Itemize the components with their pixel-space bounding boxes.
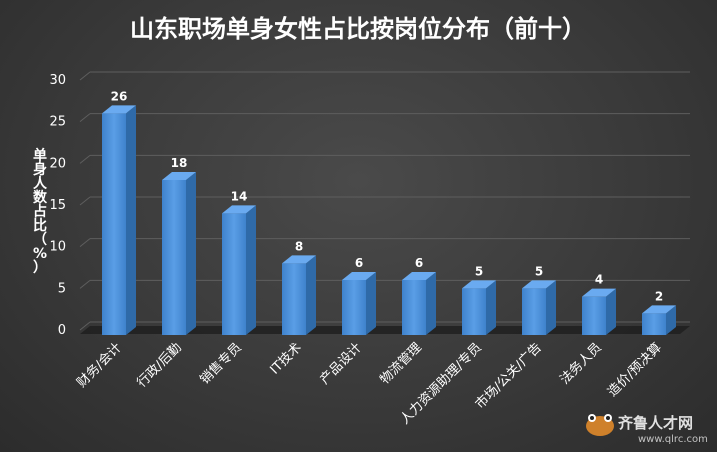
y-axis-label-char: 单: [33, 147, 47, 164]
y-axis-ticks: 0 5 10 15 20 25 30: [49, 73, 66, 338]
bar-side: [306, 255, 316, 335]
bars: [102, 105, 676, 335]
bar-side: [666, 305, 676, 335]
bar-front: [522, 288, 546, 335]
bar: [102, 105, 136, 335]
data-label: 5: [535, 264, 543, 278]
watermark-url: www.qlrc.com: [638, 434, 708, 445]
x-category-label: 行政/后勤: [134, 340, 184, 390]
x-category-label: 销售专员: [197, 340, 245, 388]
bar: [162, 172, 196, 335]
bar: [402, 272, 436, 335]
y-tick-label: 0: [58, 323, 66, 338]
gridline-depth: [79, 113, 91, 123]
bar-front: [282, 263, 306, 335]
x-category-label: 法务人员: [557, 340, 605, 388]
bar-top: [102, 105, 136, 114]
bar-side: [606, 288, 616, 335]
bar-side: [186, 172, 196, 335]
bar-top: [342, 272, 376, 280]
gridline-depth: [79, 196, 91, 206]
bar-front: [342, 280, 366, 335]
gridline-depth: [79, 71, 91, 81]
bar-top: [582, 288, 616, 297]
y-tick-label: 25: [49, 115, 66, 130]
x-category-label: 造价/预决算: [605, 340, 665, 400]
y-axis-label-char: （: [33, 232, 47, 248]
bar-side: [426, 272, 436, 335]
frog-logo-icon: [586, 414, 614, 436]
y-axis-label-char: 身: [33, 161, 47, 178]
y-tick-label: 10: [49, 240, 66, 255]
bar-front: [102, 113, 126, 335]
gridline-depth: [79, 279, 91, 289]
bar-front: [462, 288, 486, 335]
bar-top: [162, 172, 196, 180]
watermark: 齐鲁人才网 www.qlrc.com: [586, 414, 708, 445]
bar-front: [222, 213, 246, 335]
bar-front: [402, 280, 426, 335]
bar-side: [126, 105, 136, 335]
data-label: 8: [295, 239, 303, 253]
x-category-label: 物流管理: [377, 340, 424, 387]
y-tick-label: 5: [58, 281, 66, 296]
bar: [522, 280, 556, 335]
data-label: 2: [655, 289, 663, 303]
data-label: 5: [475, 264, 483, 278]
data-labels: 26 18 14 8 6 6 5 5 4 2: [111, 89, 664, 303]
bar: [642, 305, 676, 335]
gridline-depth: [79, 321, 91, 331]
chart-title: 山东职场单身女性占比按岗位分布（前十）: [130, 15, 586, 43]
y-tick-label: 30: [49, 73, 66, 88]
data-label: 6: [355, 256, 363, 270]
bar-side: [246, 205, 256, 335]
bar-side: [486, 280, 496, 335]
bar-front: [162, 180, 186, 335]
bar-top: [222, 205, 256, 214]
bar-top: [462, 280, 496, 289]
data-label: 26: [111, 89, 128, 103]
bar-top: [522, 280, 556, 289]
y-axis-label-char: 占: [33, 203, 47, 220]
data-label: 18: [171, 156, 188, 170]
x-category-label: 产品设计: [317, 340, 364, 387]
bar: [342, 272, 376, 335]
watermark-brand: 齐鲁人才网: [618, 414, 693, 432]
y-tick-label: 15: [49, 198, 66, 213]
gridline-depth: [79, 154, 91, 164]
bar: [282, 255, 316, 335]
data-label: 14: [231, 189, 248, 203]
bar-side: [366, 272, 376, 335]
bar-top: [402, 272, 436, 280]
y-axis-label-char: 比: [33, 217, 47, 234]
gridline-depth: [79, 238, 91, 248]
x-category-label: IT技术: [268, 340, 305, 377]
bar-top: [642, 305, 676, 314]
bar: [462, 280, 496, 335]
data-label: 6: [415, 256, 423, 270]
y-axis-label-char: 人: [33, 175, 48, 192]
y-tick-label: 20: [49, 156, 66, 171]
y-axis-label-char: 数: [33, 189, 48, 206]
bar-front: [642, 313, 666, 335]
bar: [222, 205, 256, 335]
y-axis-label-char: %: [33, 246, 47, 262]
x-axis-categories: 财务/会计 行政/后勤 销售专员 IT技术 产品设计 物流管理人力资源助理/专员市场/公关…: [74, 340, 665, 428]
bar-side: [546, 280, 556, 335]
bar-top: [282, 255, 316, 264]
data-label: 4: [595, 273, 603, 287]
x-category-label: 财务/会计: [74, 340, 125, 391]
bar: [582, 288, 616, 335]
bar-front: [582, 296, 606, 335]
y-axis-label-char: ）: [33, 260, 47, 276]
